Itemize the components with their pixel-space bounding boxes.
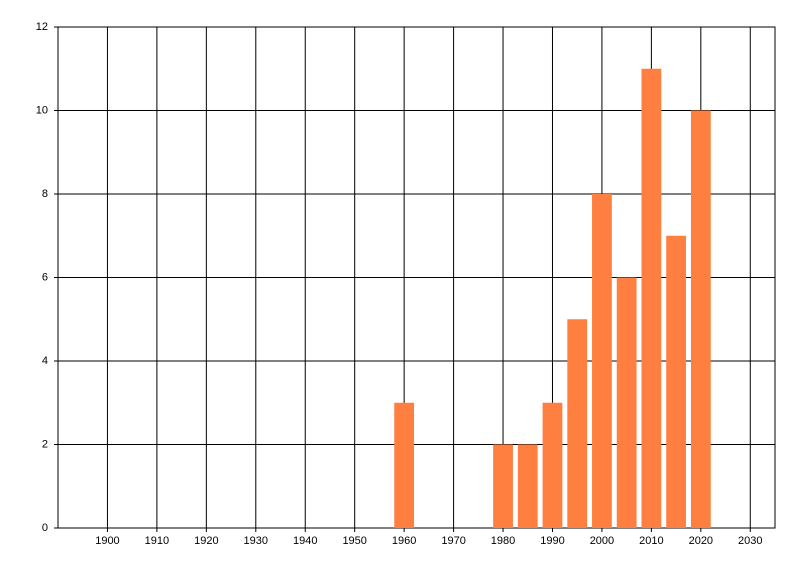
- x-tick-label: 1910: [145, 535, 169, 547]
- x-tick-label: 1950: [342, 535, 366, 547]
- x-tick-label: 2010: [639, 535, 663, 547]
- bar: [592, 194, 612, 528]
- y-tick-label: 10: [36, 104, 48, 116]
- bar: [690, 110, 711, 528]
- x-tick-label: 1970: [441, 535, 465, 547]
- x-tick-label: 1920: [194, 535, 218, 547]
- y-tick-label: 12: [36, 21, 48, 33]
- x-tick-label: 1960: [392, 535, 416, 547]
- bar: [493, 444, 513, 528]
- y-tick-label: 0: [42, 522, 48, 534]
- x-tick-label: 1940: [293, 535, 317, 547]
- x-tick-label: 1930: [244, 535, 268, 547]
- bar: [517, 444, 538, 528]
- y-tick-label: 6: [42, 271, 48, 283]
- bar: [567, 319, 588, 528]
- bar: [641, 68, 662, 528]
- x-tick-label: 1900: [95, 535, 119, 547]
- x-tick-label: 2020: [689, 535, 713, 547]
- bar: [542, 402, 563, 528]
- y-tick-label: 4: [42, 355, 48, 367]
- x-tick-label: 2000: [590, 535, 614, 547]
- y-tick-label: 8: [42, 188, 48, 200]
- bar: [666, 235, 686, 528]
- x-tick-label: 1980: [491, 535, 515, 547]
- y-tick-label: 2: [42, 438, 48, 450]
- x-tick-label: 2030: [738, 535, 762, 547]
- bar: [616, 277, 637, 528]
- bar: [394, 402, 415, 528]
- x-tick-label: 1990: [540, 535, 564, 547]
